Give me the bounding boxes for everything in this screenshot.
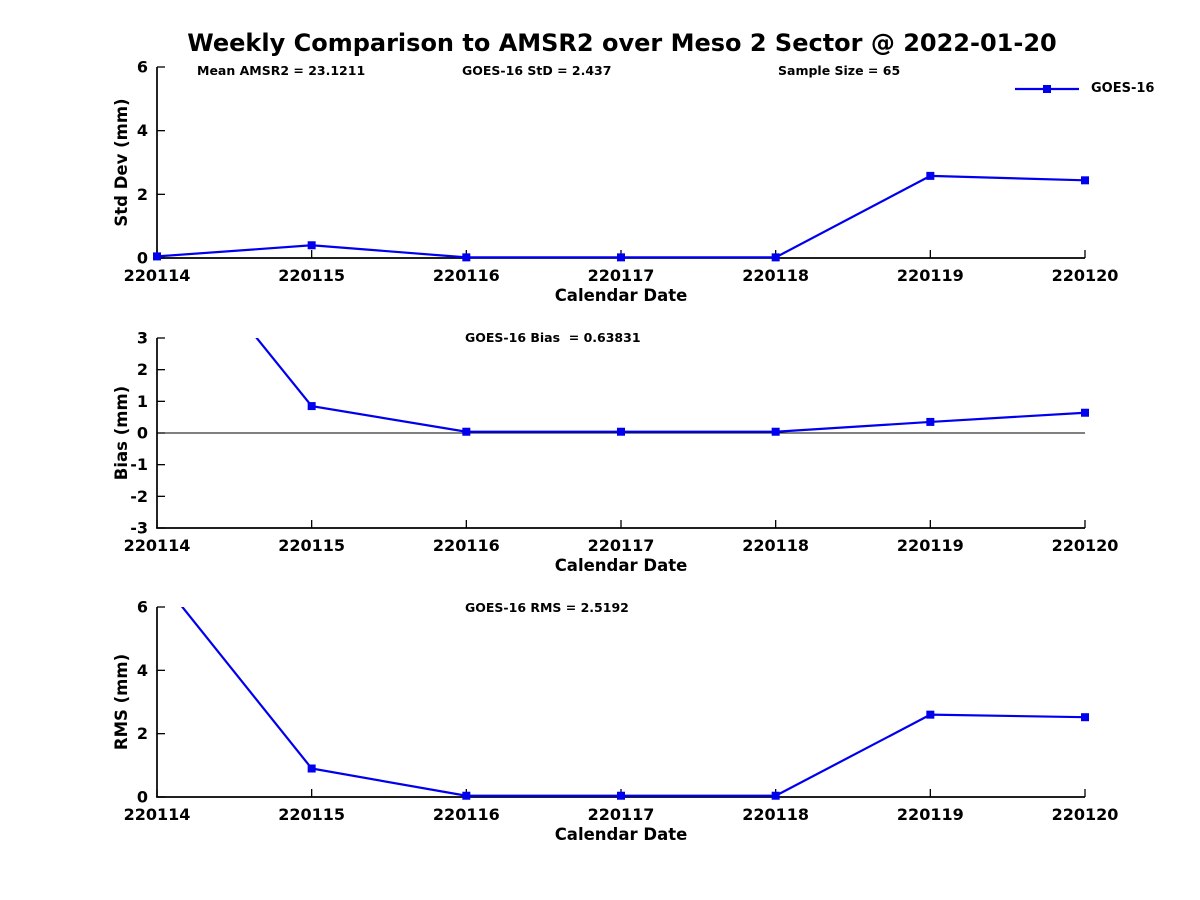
x-tick-label: 220116: [433, 266, 500, 285]
x-tick-label: 220118: [742, 266, 809, 285]
annotation-goes16-std: GOES-16 StD = 2.437: [462, 63, 612, 78]
data-point-marker: [153, 252, 161, 261]
x-axis-label: Calendar Date: [555, 825, 688, 844]
x-tick-label: 220120: [1052, 536, 1119, 555]
x-tick-label: 220117: [588, 266, 655, 285]
series-group: [153, 171, 1089, 262]
data-point-marker: [1081, 176, 1089, 185]
series-line: [180, 607, 1086, 797]
y-tick-label: 1: [137, 392, 148, 411]
x-tick-label: 220118: [742, 805, 809, 824]
y-axis-label: RMS (mm): [112, 654, 131, 750]
data-point-marker: [462, 791, 471, 800]
data-point-marker: [617, 427, 625, 436]
legend: GOES-16: [1013, 81, 1154, 96]
x-tick-label: 220120: [1052, 266, 1119, 285]
x-tick-label: 220120: [1052, 805, 1119, 824]
legend-label: GOES-16: [1091, 81, 1155, 96]
data-point-marker: [926, 171, 935, 180]
annotation-sample-size: Sample Size = 65: [778, 63, 901, 78]
y-axis-label: Std Dev (mm): [112, 98, 131, 226]
annotation-goes16-bias: GOES-16 Bias = 0.63831: [465, 330, 641, 345]
x-tick-label: 220116: [433, 536, 500, 555]
y-axis-label: Bias (mm): [112, 386, 131, 480]
y-tick-label: 4: [137, 121, 148, 140]
subplot-bias-mm-: 220114 220115 220116 220117 220118 220119 2201…: [112, 329, 1119, 576]
data-point-marker: [617, 253, 625, 262]
data-point-marker: [926, 710, 935, 719]
data-point-marker: [462, 253, 471, 262]
y-tick-label: 6: [137, 58, 148, 77]
annotation-mean-amsr2: Mean AMSR2 = 23.1211: [197, 63, 366, 78]
data-point-marker: [771, 253, 780, 262]
data-point-marker: [1081, 408, 1089, 417]
data-point-marker: [307, 402, 316, 411]
y-tick-label: 6: [137, 598, 148, 617]
x-tick-label: 220116: [433, 805, 500, 824]
y-tick-label: 3: [137, 329, 148, 348]
subplot-rms-mm-: 220114 220115 220116 220117 220118 220119 2201…: [112, 572, 1119, 845]
y-tick-label: 2: [137, 185, 148, 204]
data-point-marker: [462, 427, 471, 436]
data-point-marker: [307, 764, 316, 773]
data-point-marker: [1081, 713, 1089, 722]
data-point-marker: [154, 572, 161, 579]
series-line: [156, 174, 1086, 259]
data-point-marker: [617, 791, 625, 800]
x-axis-label: Calendar Date: [555, 556, 688, 575]
y-tick-label: -3: [130, 519, 148, 538]
x-tick-label: 220117: [588, 536, 655, 555]
data-point-marker: [926, 417, 935, 426]
x-tick-label: 220117: [588, 805, 655, 824]
y-tick-label: 2: [137, 360, 148, 379]
x-tick-label: 220115: [278, 266, 345, 285]
x-tick-label: 220119: [897, 805, 964, 824]
x-tick-label: 220115: [278, 536, 345, 555]
x-tick-label: 220119: [897, 536, 964, 555]
x-axis-label: Calendar Date: [555, 286, 688, 305]
y-tick-label: 0: [137, 424, 148, 443]
y-tick-label: 0: [137, 788, 148, 807]
x-tick-label: 220119: [897, 266, 964, 285]
x-tick-label: 220118: [742, 536, 809, 555]
legend-line-sample-icon: [1015, 84, 1079, 93]
y-tick-label: 4: [137, 661, 148, 680]
figure-title: Weekly Comparison to AMSR2 over Meso 2 S…: [187, 29, 1057, 57]
x-tick-label: 220114: [124, 266, 191, 285]
y-tick-label: 2: [137, 724, 148, 743]
series-group: [255, 338, 1089, 436]
data-point-marker: [307, 241, 316, 250]
x-tick-label: 220115: [278, 805, 345, 824]
annotation-goes16-rms: GOES-16 RMS = 2.5192: [465, 600, 629, 615]
subplot-std-dev-mm-: 220114 220115 220116 220117 220118 220119 2201…: [112, 58, 1119, 306]
series-group: [154, 572, 1089, 800]
x-tick-label: 220114: [124, 536, 191, 555]
y-tick-label: -2: [130, 487, 148, 506]
y-tick-label: -1: [130, 455, 148, 474]
data-point-marker: [771, 427, 780, 436]
data-point-marker: [771, 791, 780, 800]
x-tick-label: 220114: [124, 805, 191, 824]
y-tick-label: 0: [137, 249, 148, 268]
